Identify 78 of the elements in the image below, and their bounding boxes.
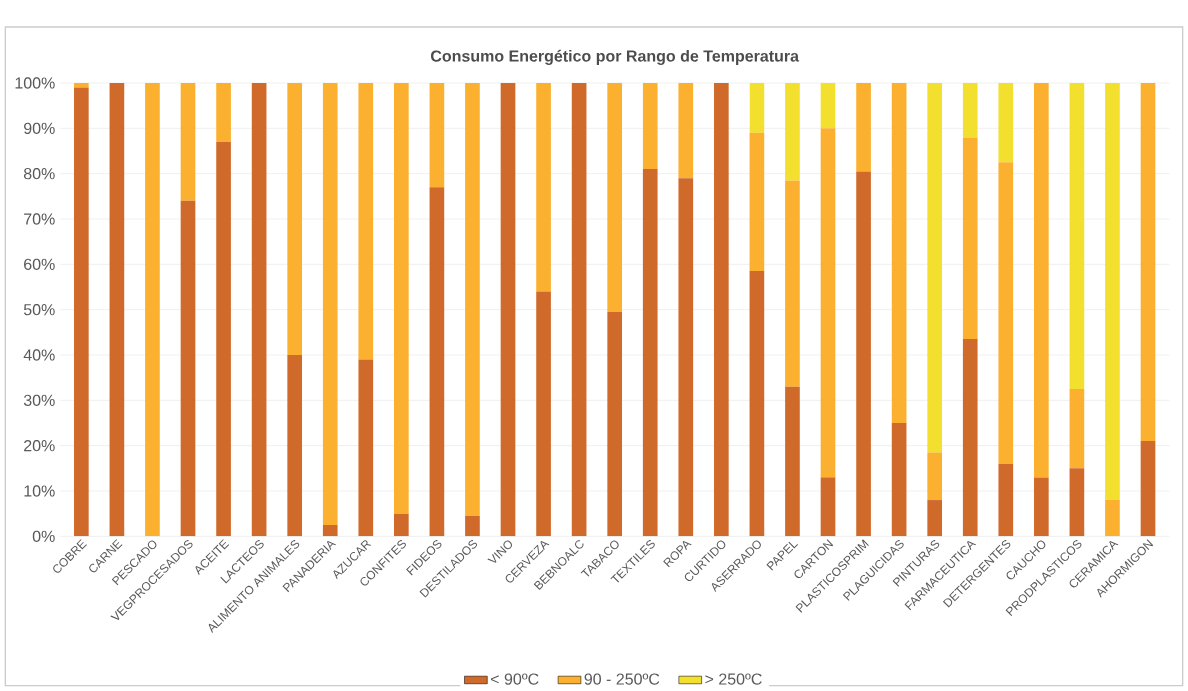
bar bbox=[1069, 82, 1085, 389]
bar bbox=[216, 82, 231, 142]
bar bbox=[820, 477, 836, 537]
y-tick-label: 30% bbox=[23, 394, 55, 406]
bar bbox=[749, 82, 765, 133]
y-tick-label: 10% bbox=[24, 485, 55, 497]
bar bbox=[180, 200, 196, 537]
bar bbox=[287, 354, 303, 537]
bar bbox=[927, 500, 943, 537]
bar bbox=[891, 82, 907, 423]
y-tick-label: 0% bbox=[32, 530, 55, 542]
bar bbox=[998, 463, 1014, 537]
bar bbox=[180, 82, 196, 201]
bar bbox=[820, 128, 836, 478]
bar bbox=[678, 178, 694, 537]
bar bbox=[429, 82, 445, 188]
bar bbox=[785, 386, 800, 537]
bar bbox=[642, 169, 658, 537]
bar bbox=[1034, 477, 1049, 537]
bar bbox=[891, 422, 907, 537]
bar bbox=[1140, 82, 1156, 442]
bar bbox=[962, 82, 978, 138]
bar bbox=[500, 82, 516, 537]
y-tick-label: 40% bbox=[23, 349, 55, 361]
bar bbox=[74, 82, 89, 88]
bar bbox=[251, 82, 267, 537]
bar bbox=[1069, 468, 1085, 537]
bar bbox=[642, 82, 658, 170]
bar bbox=[856, 171, 871, 537]
bar bbox=[962, 339, 978, 537]
y-tick-label: 20% bbox=[24, 440, 55, 452]
bar bbox=[607, 82, 623, 312]
bar bbox=[322, 82, 338, 525]
bar bbox=[465, 515, 480, 537]
bar bbox=[536, 291, 551, 537]
bar bbox=[1034, 82, 1049, 478]
bar bbox=[1069, 388, 1085, 469]
bar bbox=[287, 82, 303, 355]
bar bbox=[714, 82, 729, 537]
chart-title: Consumo Energético por Rango de Temperatura bbox=[431, 49, 800, 65]
bar bbox=[394, 513, 409, 537]
bar bbox=[749, 271, 765, 537]
bar bbox=[394, 82, 409, 514]
bar bbox=[749, 132, 765, 272]
bar bbox=[74, 87, 89, 537]
bar bbox=[607, 311, 623, 537]
y-tick-label: 50% bbox=[23, 304, 55, 316]
bar bbox=[465, 82, 480, 516]
bar bbox=[145, 82, 160, 537]
bar bbox=[358, 82, 374, 360]
bar bbox=[820, 82, 836, 129]
bar bbox=[785, 82, 800, 181]
legend-label: > 250ºC bbox=[705, 673, 762, 685]
y-tick-label: 90% bbox=[24, 122, 55, 134]
bar bbox=[785, 180, 800, 387]
bar bbox=[109, 82, 125, 537]
bar bbox=[358, 359, 374, 537]
y-tick-label: 70% bbox=[24, 213, 55, 225]
bar bbox=[571, 82, 587, 537]
bar bbox=[322, 524, 338, 537]
bar bbox=[998, 82, 1014, 163]
y-tick-label: 80% bbox=[23, 168, 55, 180]
bar bbox=[856, 82, 871, 172]
bar bbox=[216, 141, 231, 537]
bar bbox=[962, 137, 978, 340]
bar bbox=[1140, 441, 1156, 537]
legend-label: 90 - 250ºC bbox=[584, 673, 660, 685]
bar bbox=[927, 452, 943, 501]
bar bbox=[998, 162, 1014, 464]
bar bbox=[1105, 500, 1120, 537]
bar bbox=[927, 82, 943, 453]
legend-label: < 90ºC bbox=[491, 673, 539, 685]
y-tick-label: 100% bbox=[15, 77, 55, 89]
bar bbox=[429, 187, 445, 537]
bar bbox=[678, 82, 694, 179]
y-tick-label: 60% bbox=[24, 258, 55, 270]
bar bbox=[1105, 82, 1120, 501]
bar bbox=[536, 82, 551, 292]
